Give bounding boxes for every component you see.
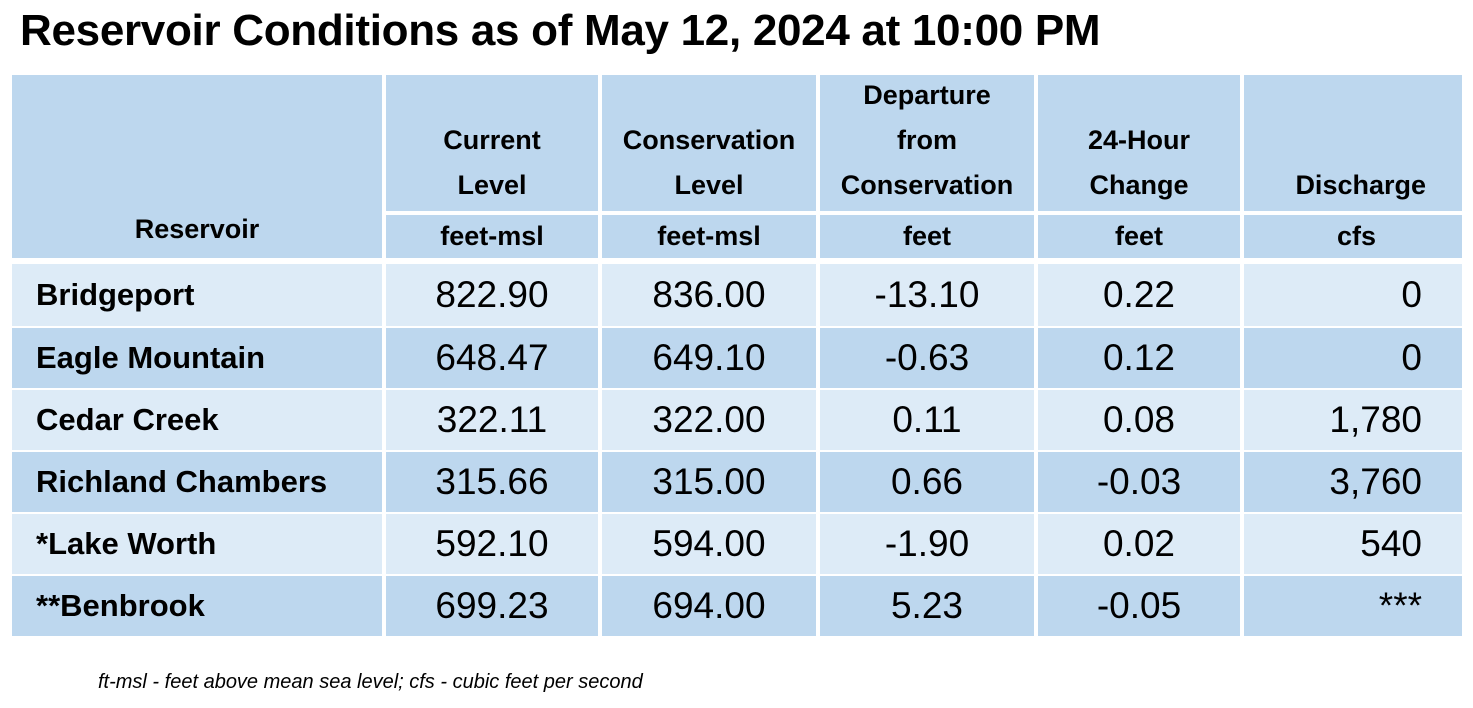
column-header-reservoir: Reservoir bbox=[12, 75, 382, 258]
table-cell-change: 0.12 bbox=[1038, 328, 1240, 388]
table-cell-reservoir: Bridgeport bbox=[12, 264, 382, 326]
table-cell-reservoir: Eagle Mountain bbox=[12, 328, 382, 388]
column-header-line: Level bbox=[457, 170, 527, 200]
table-cell-conservation: 836.00 bbox=[602, 264, 816, 326]
column-unit-conservation: feet-msl bbox=[602, 215, 816, 258]
column-header-line: Change bbox=[1089, 170, 1189, 200]
table-cell-conservation: 322.00 bbox=[602, 390, 816, 450]
table-cell-change: 0.08 bbox=[1038, 390, 1240, 450]
column-unit-departure: feet bbox=[820, 215, 1034, 258]
column-unit-discharge: cfs bbox=[1244, 215, 1462, 258]
reservoir-table: Reservoir Current Level feet-msl Conservatio… bbox=[12, 75, 1462, 636]
table-cell-discharge: 540 bbox=[1244, 514, 1462, 574]
column-header-line: Level bbox=[674, 170, 744, 200]
table-cell-current: 592.10 bbox=[386, 514, 598, 574]
table-cell-reservoir: Richland Chambers bbox=[12, 452, 382, 512]
table-cell-discharge: *** bbox=[1244, 576, 1462, 636]
column-header-line: Departure bbox=[863, 80, 991, 110]
column-header-conservation: Conservation Level bbox=[602, 75, 816, 211]
table-cell-departure: -0.63 bbox=[820, 328, 1034, 388]
table-cell-current: 699.23 bbox=[386, 576, 598, 636]
table-cell-current: 648.47 bbox=[386, 328, 598, 388]
column-header-line: from bbox=[897, 125, 957, 155]
table-cell-discharge: 3,760 bbox=[1244, 452, 1462, 512]
table-cell-current: 822.90 bbox=[386, 264, 598, 326]
table-cell-discharge: 0 bbox=[1244, 264, 1462, 326]
table-cell-current: 315.66 bbox=[386, 452, 598, 512]
column-unit-change: feet bbox=[1038, 215, 1240, 258]
table-cell-change: -0.03 bbox=[1038, 452, 1240, 512]
column-header-line: Discharge bbox=[1295, 170, 1426, 200]
column-header-line: Current bbox=[443, 125, 541, 155]
column-header-discharge: Discharge bbox=[1244, 75, 1462, 211]
table-cell-change: 0.22 bbox=[1038, 264, 1240, 326]
column-header-line: Reservoir bbox=[134, 214, 260, 244]
table-cell-conservation: 315.00 bbox=[602, 452, 816, 512]
column-header-departure: Departure from Conservation bbox=[820, 75, 1034, 211]
column-header-line: 24-Hour bbox=[1087, 125, 1190, 155]
column-header-current: Current Level bbox=[386, 75, 598, 211]
table-cell-reservoir: Cedar Creek bbox=[12, 390, 382, 450]
table-cell-current: 322.11 bbox=[386, 390, 598, 450]
column-unit-current: feet-msl bbox=[386, 215, 598, 258]
table-cell-departure: 0.11 bbox=[820, 390, 1034, 450]
table-cell-departure: 0.66 bbox=[820, 452, 1034, 512]
table-cell-reservoir: **Benbrook bbox=[12, 576, 382, 636]
table-cell-conservation: 694.00 bbox=[602, 576, 816, 636]
table-cell-departure: -13.10 bbox=[820, 264, 1034, 326]
table-cell-conservation: 649.10 bbox=[602, 328, 816, 388]
table-cell-departure: 5.23 bbox=[820, 576, 1034, 636]
table-cell-discharge: 0 bbox=[1244, 328, 1462, 388]
table-cell-departure: -1.90 bbox=[820, 514, 1034, 574]
table-cell-discharge: 1,780 bbox=[1244, 390, 1462, 450]
table-cell-change: 0.02 bbox=[1038, 514, 1240, 574]
page-title: Reservoir Conditions as of May 12, 2024 … bbox=[20, 6, 1101, 55]
column-header-line: Conservation bbox=[622, 125, 796, 155]
column-header-line: Conservation bbox=[840, 170, 1014, 200]
table-cell-reservoir: *Lake Worth bbox=[12, 514, 382, 574]
footnote: ft-msl - feet above mean sea level; cfs … bbox=[98, 671, 643, 693]
table-cell-change: -0.05 bbox=[1038, 576, 1240, 636]
column-header-change: 24-Hour Change bbox=[1038, 75, 1240, 211]
table-cell-conservation: 594.00 bbox=[602, 514, 816, 574]
